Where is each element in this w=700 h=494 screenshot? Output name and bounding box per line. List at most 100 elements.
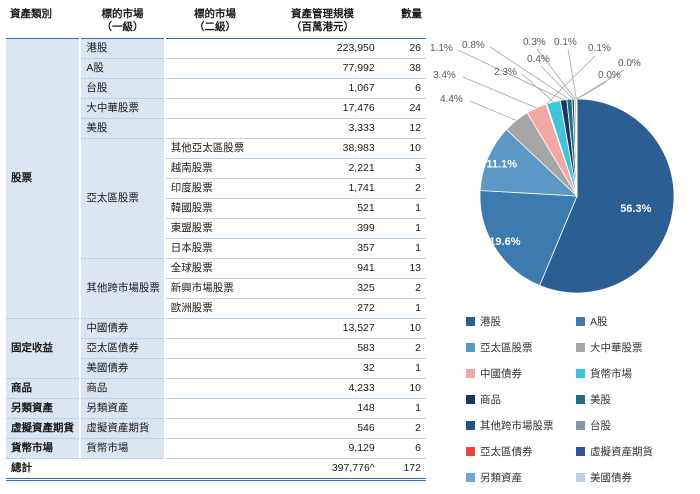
pie-callout-貨幣市場: 2.3% — [494, 67, 517, 78]
table-header-row: 資產類別 標的市場 （一級） 標的市場 （二級） 資產管理規模 （百萬港元） 數… — [6, 6, 426, 39]
legend-label: 中國債券 — [480, 368, 522, 380]
legend-label: 港股 — [480, 316, 501, 328]
aum-value-cell: 583 — [265, 338, 380, 359]
aum-table: 資產類別 標的市場 （一級） 標的市場 （二級） 資產管理規模 （百萬港元） 數… — [6, 6, 426, 481]
market-level2-cell — [164, 398, 266, 419]
aum-value-cell: 13,527 — [265, 318, 380, 339]
count-value-cell: 2 — [379, 278, 426, 299]
count-value-cell: 1 — [379, 358, 426, 379]
table-row: 新興市場股票 325 2 — [6, 278, 426, 299]
pie-slice-港股 — [539, 98, 675, 294]
count-value-cell: 1 — [379, 398, 426, 419]
callout-line-其他跨市場股票 — [540, 65, 574, 100]
table-row: 東盟股票 399 1 — [6, 218, 426, 239]
pie-callout-中國債券: 3.4% — [433, 70, 456, 81]
pie-callout-台股: 0.3% — [523, 37, 546, 48]
market-level2-cell — [164, 418, 266, 439]
total-empty-cell — [164, 458, 266, 481]
market-level2-cell: 越南股票 — [164, 158, 266, 179]
legend-item-另類資產: 另類資產 — [466, 470, 576, 485]
market-level1-cell: 台股 — [80, 78, 166, 99]
aum-value-cell: 77,992 — [265, 58, 380, 79]
legend-item-台股: 台股 — [576, 418, 686, 433]
legend-swatch-icon — [576, 369, 585, 378]
market-level2-cell — [164, 338, 266, 359]
table-row: 歐洲股票 272 1 — [6, 298, 426, 319]
asset-class-cell: 虛擬資產期貨 — [6, 418, 82, 439]
header-aum-line2: （百萬港元） — [290, 21, 354, 33]
legend-item-中國債券: 中國債券 — [466, 366, 576, 381]
aum-value-cell: 521 — [265, 198, 380, 219]
aum-value-cell: 32 — [265, 358, 380, 379]
market-level2-cell: 新興市場股票 — [164, 278, 266, 299]
aum-value-cell: 9,129 — [265, 438, 380, 459]
market-level2-cell: 東盟股票 — [164, 218, 266, 239]
pie-callout-其他跨市場股票: 0.4% — [527, 54, 550, 65]
table-row: 台股 1,067 6 — [6, 78, 426, 99]
market-level2-cell — [164, 378, 266, 399]
aum-value-cell: 325 — [265, 278, 380, 299]
aum-value-cell: 148 — [265, 398, 380, 419]
legend-item-商品: 商品 — [466, 392, 576, 407]
market-level1-cell: 美股 — [80, 118, 166, 139]
pie-label-港股: 56.3% — [620, 203, 651, 215]
aum-value-cell: 941 — [265, 258, 380, 279]
header-count: 數量 — [379, 6, 426, 39]
table-row: 貨幣市場 貨幣市場 9,129 6 — [6, 438, 426, 459]
market-level1-cell: 貨幣市場 — [80, 438, 166, 459]
table-row: 固定收益 中國債券 13,527 10 — [6, 318, 426, 379]
market-level2-cell: 其他亞太區股票 — [164, 138, 266, 159]
header-aum: 資產管理規模 （百萬港元） — [265, 6, 380, 39]
table-row: 另類資產 另類資產 148 1 — [6, 398, 426, 419]
aum-value-cell: 3,333 — [265, 118, 380, 139]
count-value-cell: 24 — [379, 98, 426, 119]
callout-line-大中華股票 — [469, 100, 517, 121]
legend-item-港股: 港股 — [466, 314, 576, 329]
legend-swatch-icon — [466, 343, 475, 352]
count-value-cell: 10 — [379, 138, 426, 159]
pie-callout-亞太區債券: 0.1% — [588, 43, 611, 54]
aum-value-cell: 223,950 — [265, 38, 380, 59]
count-value-cell: 6 — [379, 78, 426, 99]
count-value-cell: 13 — [379, 258, 426, 279]
header-aum-line1: 資產管理規模 — [290, 8, 354, 20]
market-level2-cell — [164, 98, 266, 119]
market-level2-cell: 韓國股票 — [164, 198, 266, 219]
legend-swatch-icon — [576, 317, 585, 326]
count-value-cell: 3 — [379, 158, 426, 179]
market-level2-cell — [164, 438, 266, 459]
aum-value-cell: 4,233 — [265, 378, 380, 399]
table-row: 亞太區債券 583 2 — [6, 338, 426, 359]
market-level2-cell — [164, 118, 266, 139]
legend-label: 貨幣市場 — [590, 368, 632, 380]
asset-class-cell: 商品 — [6, 378, 82, 399]
market-level1-cell: 大中華股票 — [80, 98, 166, 119]
legend-swatch-icon — [466, 447, 475, 456]
header-asset-class: 資產類別 — [6, 6, 81, 39]
legend-label: 大中華股票 — [590, 342, 643, 354]
market-level2-cell — [164, 38, 266, 59]
asset-class-cell: 股票 — [6, 38, 82, 319]
market-level2-cell — [164, 58, 266, 79]
header-market-level2: 標的市場 （二級） — [164, 6, 266, 39]
pie-slice-A股 — [479, 190, 578, 287]
asset-class-cell: 另類資產 — [6, 398, 82, 419]
legend-label: 亞太區股票 — [480, 342, 533, 354]
market-level1-cell: 另類資產 — [80, 398, 166, 419]
legend-item-其他跨市場股票: 其他跨市場股票 — [466, 418, 576, 433]
legend-swatch-icon — [466, 317, 475, 326]
legend-swatch-icon — [576, 421, 585, 430]
count-value-cell: 26 — [379, 38, 426, 59]
table-row: 越南股票 2,221 3 — [6, 158, 426, 179]
chart-legend: 港股 A股 亞太區股票 大中華股票 中國債券 貨幣市場 商品 美股 其他跨市場股票 台股 亞太區債券… — [466, 314, 686, 485]
table-row: 商品 商品 4,233 10 — [6, 378, 426, 399]
legend-swatch-icon — [576, 395, 585, 404]
callout-line-美股 — [489, 46, 570, 100]
market-level1-cell: 港股 — [80, 38, 166, 59]
market-level2-cell: 日本股票 — [164, 238, 266, 259]
count-value-cell: 2 — [379, 418, 426, 439]
legend-swatch-icon — [466, 395, 475, 404]
market-level1-cell: 商品 — [80, 378, 166, 399]
market-level1-cell: 其他跨市場股票 — [80, 258, 166, 319]
count-value-cell: 6 — [379, 438, 426, 459]
